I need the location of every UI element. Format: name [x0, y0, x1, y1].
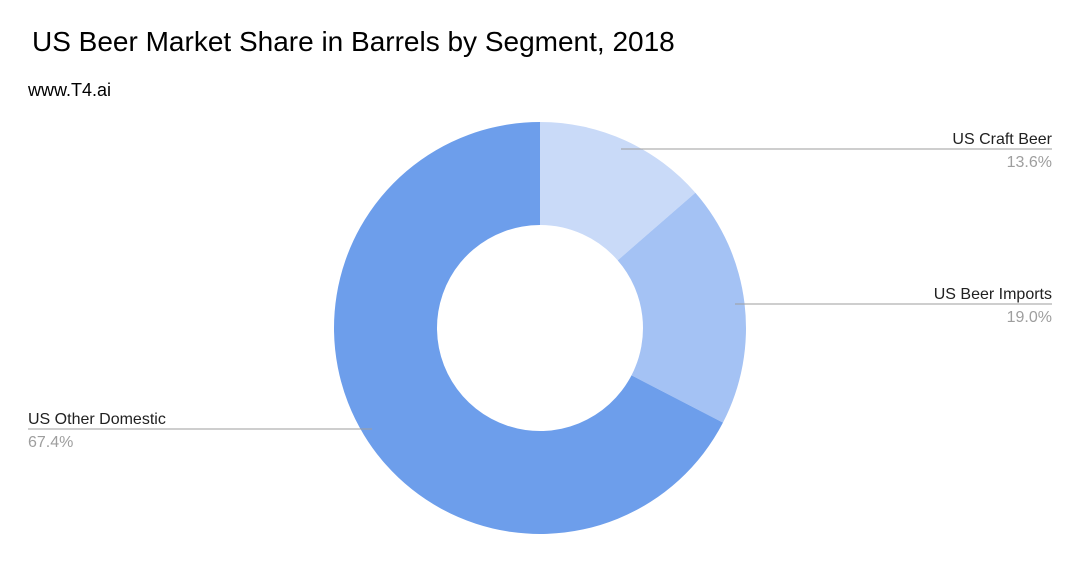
donut-slice-us-craft-beer — [540, 122, 696, 261]
chart-subtitle: www.T4.ai — [28, 80, 112, 100]
slice-value-us-beer-imports: 19.0% — [1007, 309, 1052, 326]
donut-slice-us-beer-imports — [617, 192, 746, 423]
slice-value-us-other-domestic: 67.4% — [28, 434, 73, 451]
slice-label-us-beer-imports: US Beer Imports — [934, 286, 1052, 303]
slice-value-us-craft-beer: 13.6% — [1007, 154, 1052, 171]
slice-label-us-other-domestic: US Other Domestic — [28, 411, 166, 428]
donut-slice-us-other-domestic — [333, 121, 723, 535]
slice-label-us-craft-beer: US Craft Beer — [952, 131, 1052, 148]
chart-title: US Beer Market Share in Barrels by Segme… — [32, 26, 675, 57]
